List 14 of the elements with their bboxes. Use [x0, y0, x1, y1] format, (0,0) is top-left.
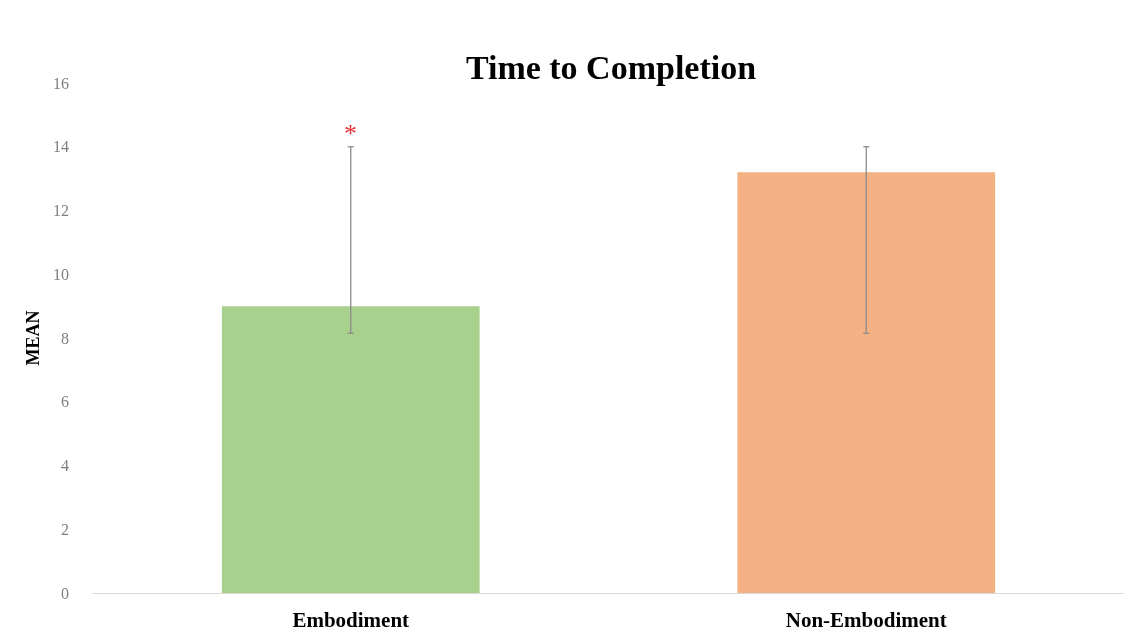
annotation: *: [344, 118, 357, 148]
y-tick-label: 12: [53, 202, 69, 219]
y-tick-label: 16: [53, 74, 69, 92]
y-tick-label: 8: [61, 329, 69, 347]
y-tick-label: 2: [61, 520, 69, 538]
y-axis-title: MEAN: [23, 310, 44, 366]
x-tick-label: Embodiment: [292, 607, 410, 632]
y-tick-label: 0: [61, 584, 69, 602]
y-tick-label: 14: [53, 138, 69, 156]
y-tick-label: 6: [61, 393, 69, 411]
y-tick-label: 4: [61, 457, 69, 474]
chart-title: Time to Completion: [465, 48, 757, 86]
y-tick-label: 10: [53, 265, 69, 283]
x-tick-label: Non-Embodiment: [785, 607, 947, 632]
